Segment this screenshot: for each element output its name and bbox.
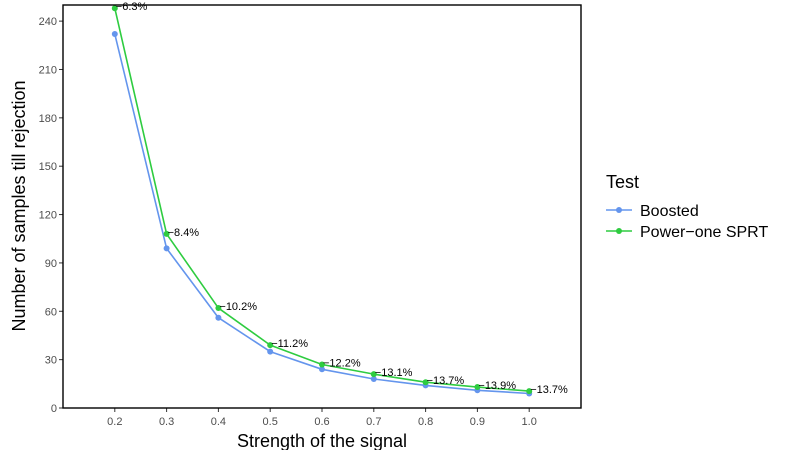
data-point-power-one-sprt xyxy=(422,379,429,386)
y-tick-label: 90 xyxy=(45,258,57,270)
data-point-power-one-sprt xyxy=(215,305,222,312)
legend-label-power-one-sprt: Power−one SPRT xyxy=(640,224,768,241)
data-label: −12.2% xyxy=(323,357,361,369)
data-point-boosted xyxy=(215,314,222,321)
data-point-power-one-sprt xyxy=(474,384,481,391)
data-point-power-one-sprt xyxy=(111,5,118,12)
legend-label-boosted: Boosted xyxy=(640,203,699,220)
data-label: −11.2% xyxy=(271,338,308,350)
y-tick-label: 0 xyxy=(51,403,57,415)
plot-area: 0 30 60 90 120 150 180 210 240 0.2 0.3 0.4 0.5 0.6 0.7… xyxy=(39,1,568,428)
data-label: −13.9% xyxy=(478,380,516,392)
data-point-power-one-sprt xyxy=(370,371,377,378)
data-point-power-one-sprt xyxy=(267,342,274,349)
series-line-boosted xyxy=(114,33,530,395)
legend-marker-power-one-sprt xyxy=(616,228,622,234)
y-tick-label: 60 xyxy=(45,306,57,318)
x-tick-label: 0.2 xyxy=(107,416,122,428)
x-tick-label: 0.5 xyxy=(263,416,278,428)
data-point-power-one-sprt xyxy=(163,230,170,237)
x-tick-label: 0.3 xyxy=(159,416,174,428)
y-tick-label: 120 xyxy=(39,210,57,222)
data-point-boosted xyxy=(319,366,325,373)
x-tick-label: 1.0 xyxy=(522,416,537,428)
x-tick-label: 0.7 xyxy=(366,416,381,428)
data-label: −13.7% xyxy=(530,384,568,396)
y-tick-label: 180 xyxy=(39,113,57,125)
x-axis-title: Strength of the signal xyxy=(237,431,407,450)
x-tick-label: 0.9 xyxy=(470,416,485,428)
legend-item-boosted: Boosted xyxy=(606,203,699,220)
y-tick-label: 150 xyxy=(39,161,57,173)
legend-title: Test xyxy=(606,172,639,192)
y-tick-label: 30 xyxy=(45,355,57,367)
data-point-power-one-sprt xyxy=(526,388,533,395)
y-tick-label: 210 xyxy=(39,64,57,76)
data-label: −6.3% xyxy=(116,1,148,13)
y-axis-title: Number of samples till rejection xyxy=(9,80,29,331)
data-point-boosted xyxy=(370,375,377,382)
x-tick-label: 0.6 xyxy=(314,416,329,428)
data-label: −13.1% xyxy=(375,367,413,379)
data-label: −10.2% xyxy=(219,301,257,313)
data-point-boosted xyxy=(267,348,274,355)
legend-item-power-one-sprt: Power−one SPRT xyxy=(606,224,768,241)
plot-border xyxy=(62,4,582,409)
legend-marker-boosted xyxy=(616,207,622,213)
series-line-power-one-sprt xyxy=(114,8,530,392)
x-tick-label: 0.8 xyxy=(418,416,433,428)
data-point-boosted xyxy=(163,245,170,252)
data-label: −13.7% xyxy=(427,375,465,387)
data-point-boosted xyxy=(111,31,118,38)
y-tick-label: 240 xyxy=(39,16,57,28)
x-tick-label: 0.4 xyxy=(211,416,226,428)
data-point-power-one-sprt xyxy=(319,361,325,368)
legend: Test Boosted Power−one SPRT xyxy=(606,172,768,241)
data-label: −8.4% xyxy=(168,227,200,239)
